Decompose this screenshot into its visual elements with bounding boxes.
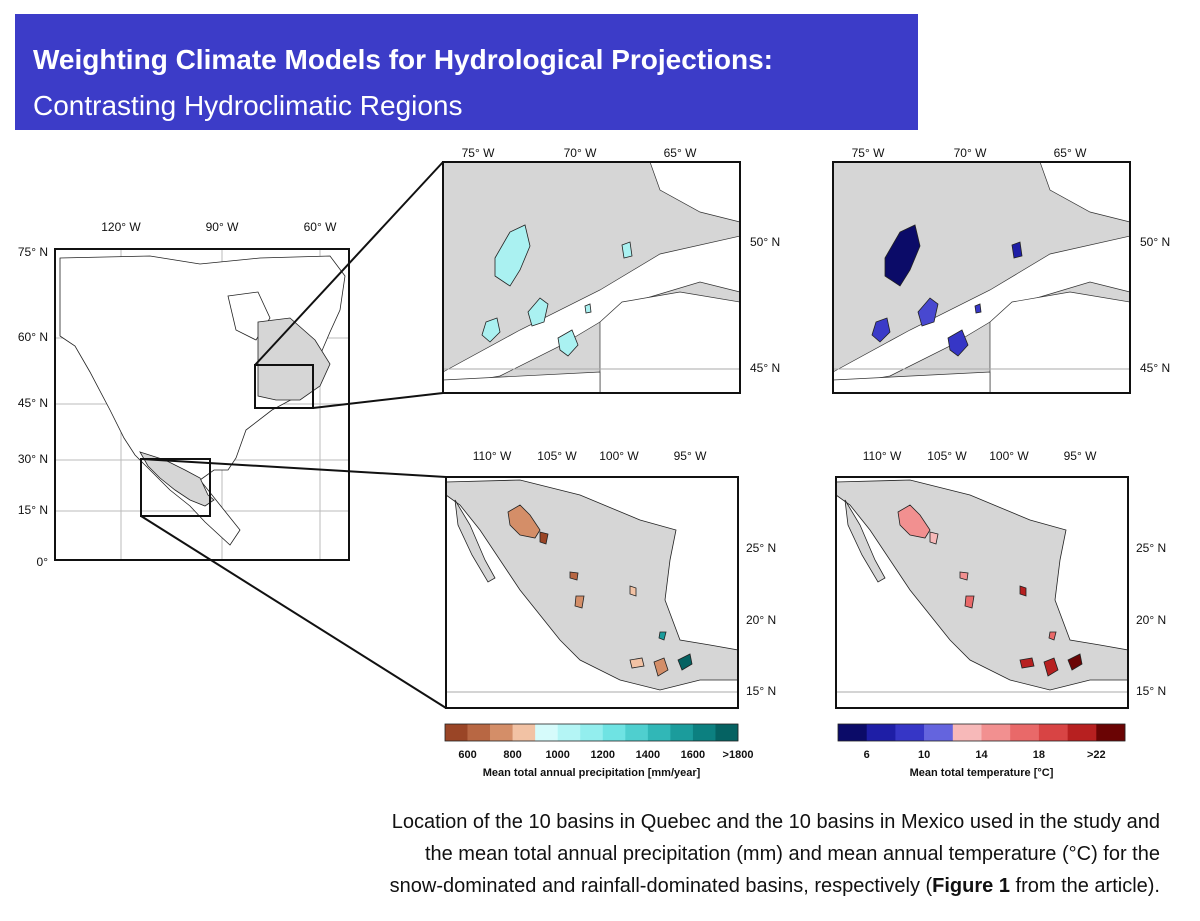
colorbar-label: 1000 xyxy=(545,749,569,761)
colorbar-title: Mean total temperature [°C] xyxy=(910,767,1054,779)
lon-label: 110° W xyxy=(863,449,902,463)
lat-label: 50° N xyxy=(750,235,780,249)
colorbar-swatch xyxy=(866,724,896,741)
colorbar-swatch xyxy=(490,724,513,741)
colorbar-swatch xyxy=(952,724,982,741)
lat-label: 15° N xyxy=(1136,684,1166,698)
colorbar-swatch xyxy=(895,724,925,741)
colorbar-swatch xyxy=(625,724,649,741)
colorbar-swatch xyxy=(692,724,716,741)
lon-label: 95° W xyxy=(674,449,707,463)
colorbar-label: 10 xyxy=(918,749,930,761)
colorbar-swatch xyxy=(512,724,536,741)
lon-label: 75° W xyxy=(852,146,885,160)
colorbar-label: >22 xyxy=(1087,749,1106,761)
colorbar-label: 1600 xyxy=(681,749,705,761)
quebec-precip-map: 75° W 70° W 65° W 50° N 45° N xyxy=(442,146,780,394)
lat-label: 50° N xyxy=(1140,235,1170,249)
colorbar-frame xyxy=(444,723,739,742)
lon-label: 65° W xyxy=(664,146,697,160)
colorbar-label: 1200 xyxy=(591,749,615,761)
lon-label: 75° W xyxy=(462,146,495,160)
lat-label: 25° N xyxy=(746,541,776,555)
caption-figure-ref: Figure 1 xyxy=(932,875,1010,897)
lon-label: 120° W xyxy=(101,220,141,234)
lat-label: 25° N xyxy=(1136,541,1166,555)
overview-map: 120° W 90° W 60° W 75° N 60° N 45° N 30°… xyxy=(18,161,447,709)
colorbar-swatch xyxy=(1038,724,1068,741)
colorbar-label: 800 xyxy=(503,749,521,761)
lat-label: 30° N xyxy=(18,452,48,466)
colorbar-swatch xyxy=(602,724,626,741)
colorbar-label: 1400 xyxy=(636,749,660,761)
colorbar-swatch xyxy=(924,724,954,741)
lon-label: 100° W xyxy=(599,449,639,463)
colorbar-swatch xyxy=(715,724,739,741)
colorbar-swatch xyxy=(647,724,671,741)
colorbar-swatch xyxy=(535,724,558,741)
colorbars: 600 800 1000 1200 1400 1600 >1800 Mean total an… xyxy=(444,723,1126,779)
colorbar-swatch xyxy=(838,724,867,741)
colorbar-label: >1800 xyxy=(723,749,754,761)
lat-label: 60° N xyxy=(18,330,48,344)
lat-label: 75° N xyxy=(18,245,48,259)
lon-label: 60° W xyxy=(304,220,337,234)
title: Weighting Climate Models for Hydrologica… xyxy=(33,44,774,75)
lon-label: 100° W xyxy=(989,449,1029,463)
colorbar-swatch xyxy=(1067,724,1097,741)
lon-label: 70° W xyxy=(954,146,987,160)
lon-label: 105° W xyxy=(927,449,967,463)
quebec-temp-map: 75° W 70° W 65° W 50° N 45° N xyxy=(832,146,1170,394)
colorbar-label: 6 xyxy=(864,749,870,761)
caption-line: snow-dominated and rainfall-dominated ba… xyxy=(200,870,1160,902)
colorbar-label: 14 xyxy=(975,749,988,761)
lat-label: 45° N xyxy=(18,396,48,410)
lon-label: 110° W xyxy=(473,449,512,463)
lat-label: 15° N xyxy=(746,684,776,698)
colorbar-swatch xyxy=(1010,724,1040,741)
colorbar-swatch xyxy=(1096,724,1126,741)
lon-label: 70° W xyxy=(564,146,597,160)
colorbar-swatch xyxy=(467,724,491,741)
lon-label: 65° W xyxy=(1054,146,1087,160)
colorbar-label: 18 xyxy=(1033,749,1045,761)
subtitle: Contrasting Hydroclimatic Regions xyxy=(33,90,463,121)
lat-label: 0° xyxy=(37,555,49,569)
colorbar-label: 600 xyxy=(458,749,476,761)
colorbar-swatch xyxy=(580,724,604,741)
lat-label: 45° N xyxy=(750,361,780,375)
mexico-temp-map: 110° W 105° W 100° W 95° W 25° N 20° N 1… xyxy=(835,449,1166,709)
mexico-precip-map: 110° W 105° W 100° W 95° W 25° N 20° N 1… xyxy=(445,449,776,709)
colorbar-frame xyxy=(837,723,1126,742)
caption-line: the mean total annual precipitation (mm)… xyxy=(424,843,1160,865)
header-banner: Weighting Climate Models for Hydrologica… xyxy=(15,14,918,130)
caption: Location of the 10 basins in Quebec and … xyxy=(200,806,1160,902)
colorbar-swatch xyxy=(445,724,468,741)
lat-label: 15° N xyxy=(18,503,48,517)
caption-line: Location of the 10 basins in Quebec and … xyxy=(391,811,1160,833)
caption-text: from the article). xyxy=(1009,875,1161,897)
lon-label: 105° W xyxy=(537,449,577,463)
colorbar-swatch xyxy=(981,724,1011,741)
colorbar-swatch xyxy=(557,724,581,741)
caption-text: snow-dominated and rainfall-dominated ba… xyxy=(389,875,933,897)
lat-label: 45° N xyxy=(1140,361,1170,375)
lat-label: 20° N xyxy=(746,613,776,627)
colorbar-swatch xyxy=(670,724,694,741)
lon-label: 95° W xyxy=(1064,449,1097,463)
lon-label: 90° W xyxy=(206,220,239,234)
colorbar-title: Mean total annual precipitation [mm/year… xyxy=(483,767,701,779)
lat-label: 20° N xyxy=(1136,613,1166,627)
